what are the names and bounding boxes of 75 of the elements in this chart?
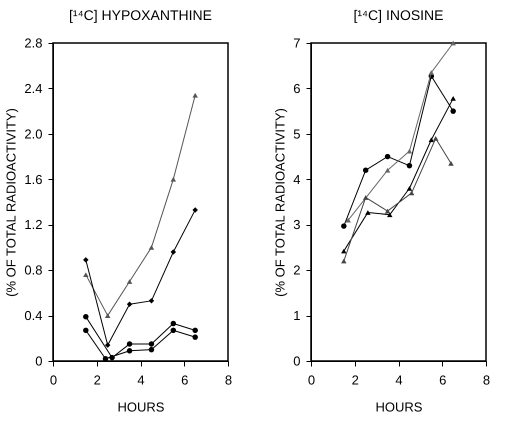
point [406,148,412,154]
point [192,328,198,334]
point [83,314,89,320]
y-tick-label: 3 [293,217,300,232]
y-tick-label: 0 [293,354,300,368]
x-tick-label: 0 [50,372,58,388]
point [126,341,132,347]
point [83,328,89,334]
y-tick-label: 2 [293,262,300,278]
point [341,258,347,264]
point [365,210,371,215]
y-tick-label: 1.6 [24,172,42,187]
point [126,301,132,307]
point [148,298,154,304]
point [387,212,392,218]
y-tick-label: 6 [293,80,300,96]
point [428,70,434,75]
x-tick-label: 6 [439,372,446,388]
point [384,168,390,173]
x-tick-label: 4 [137,372,145,388]
x-tick-label: 4 [395,372,403,388]
point [341,248,347,254]
point [170,249,176,255]
x-tick-label: 2 [352,372,359,388]
chart-title: [¹⁴C] HYPOXANTHINE [69,7,212,23]
y-tick-label: 2.0 [24,126,42,142]
point [408,190,414,196]
point [104,342,110,348]
point [170,176,176,182]
point [448,161,454,166]
point [432,136,438,141]
point [83,272,89,278]
point [148,245,154,250]
point [126,279,132,284]
chart-title: [¹⁴C] INOSINE [353,7,444,23]
point [345,218,351,223]
x-tick-label: 6 [181,372,188,388]
point [192,334,198,340]
point [148,346,154,352]
point [83,257,89,263]
point [362,195,368,200]
x-axis-title: HOURS [376,400,423,414]
point [104,313,110,318]
point [450,108,456,114]
y-tick-label: 0.8 [24,262,42,278]
y-axis-title: (% OF TOTAL RADIOACTIVITY) [272,108,288,297]
point [170,320,176,326]
y-tick-label: 7 [293,36,300,50]
y-tick-label: 1.2 [24,217,42,232]
x-tick-label: 8 [482,372,490,388]
point [384,154,390,160]
y-tick-label: 0.4 [24,308,42,324]
y-axis-title: (% OF TOTAL RADIOACTIVITY) [3,108,18,297]
point [170,328,176,334]
x-axis-title: HOURS [118,400,165,414]
y-tick-label: 5 [293,126,300,142]
y-tick-label: 0 [35,354,42,368]
point [450,40,456,46]
y-tick-label: 2.4 [24,80,42,96]
x-tick-label: 0 [308,372,316,388]
y-tick-label: 1 [293,308,300,324]
point [126,348,132,354]
y-tick-label: 2.8 [24,36,42,50]
x-tick-label: 2 [94,372,101,388]
x-tick-label: 8 [224,372,232,388]
point [192,207,198,213]
point [192,92,198,98]
y-tick-label: 4 [293,172,300,187]
point [341,223,347,229]
point [428,137,434,142]
point [384,208,390,214]
point [148,341,154,347]
point [362,167,368,173]
point [406,162,412,168]
point [450,96,456,101]
